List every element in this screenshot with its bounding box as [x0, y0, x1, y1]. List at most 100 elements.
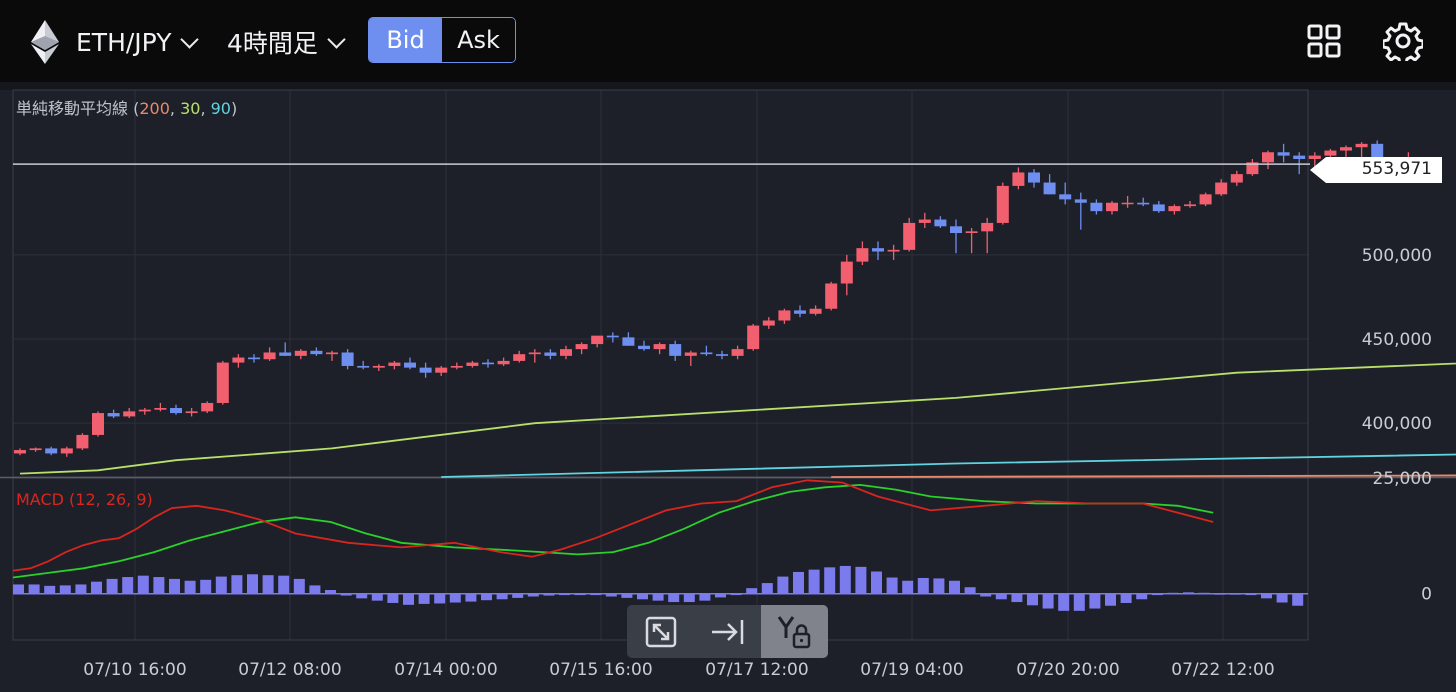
- gear-icon[interactable]: [1383, 21, 1423, 61]
- candle: [872, 248, 884, 252]
- candle: [76, 434, 89, 449]
- candle: [1262, 152, 1274, 163]
- macd-histogram-bar: [449, 593, 461, 603]
- candle: [528, 352, 541, 355]
- macd-histogram-bar: [512, 593, 524, 598]
- y-axis-lock-button[interactable]: [761, 605, 828, 658]
- candle: [778, 310, 791, 321]
- candle: [996, 185, 1009, 223]
- grid-layout-icon[interactable]: [1307, 24, 1341, 58]
- macd-histogram-bar: [122, 577, 134, 594]
- candle: [154, 408, 167, 410]
- scroll-to-latest-button[interactable]: [694, 605, 761, 658]
- macd-histogram-bar: [1058, 593, 1070, 611]
- macd-histogram-bar: [637, 593, 648, 600]
- candle: [1199, 194, 1212, 205]
- candle: [419, 367, 432, 373]
- candle: [310, 350, 323, 355]
- candle: [435, 367, 448, 373]
- sma-title: 単純移動平均線: [16, 99, 129, 118]
- bid-button[interactable]: Bid: [369, 18, 442, 62]
- chevron-down-icon: [180, 29, 200, 49]
- macd-signal-line: [12, 483, 1214, 579]
- candle: [1137, 202, 1150, 205]
- candle: [544, 352, 557, 356]
- macd-histogram-bar: [13, 584, 24, 594]
- macd-histogram-bar: [481, 593, 492, 601]
- sma30-line: [19, 362, 1456, 475]
- macd-histogram-bar: [871, 571, 882, 594]
- macd-histogram-bar: [356, 593, 368, 599]
- macd-histogram-bar: [527, 593, 539, 597]
- macd-histogram-bar: [1027, 593, 1038, 606]
- candle: [170, 408, 182, 414]
- macd-histogram-bar: [1120, 593, 1132, 603]
- timeframe-selector[interactable]: 4時間足: [227, 24, 346, 60]
- macd-histogram-bar: [231, 575, 243, 594]
- candle: [1355, 143, 1368, 148]
- macd-histogram-bar: [1042, 593, 1054, 609]
- candle: [138, 409, 151, 412]
- expand-icon: [645, 616, 676, 647]
- macd-histogram-bar: [699, 593, 711, 601]
- candle: [622, 337, 635, 346]
- macd-histogram-bar: [387, 593, 399, 603]
- macd-histogram-bar: [91, 581, 102, 594]
- price-chart[interactable]: 400,000 450,000 500,000 0 25,000 07/10 16:00 0…: [0, 82, 1456, 692]
- current-price-tag: 553,971: [1310, 157, 1442, 183]
- macd-histogram-bar: [28, 584, 40, 594]
- fullscreen-button[interactable]: [627, 605, 694, 658]
- macd-histogram-bar: [855, 566, 867, 594]
- candle: [450, 365, 463, 368]
- candle: [466, 362, 479, 366]
- price-panel-frame: [12, 89, 1309, 478]
- candle: [123, 411, 136, 417]
- candle: [14, 450, 26, 454]
- macd-histogram-bar: [325, 590, 336, 594]
- candle: [1340, 147, 1352, 151]
- top-toolbar: ETH/JPY 4時間足 Bid Ask: [0, 0, 1456, 82]
- candle: [809, 308, 822, 314]
- candle: [482, 362, 494, 365]
- time-axis-tick-label: 07/14 00:00: [394, 660, 497, 680]
- ethereum-logo-icon: [31, 20, 59, 64]
- candle: [653, 344, 666, 350]
- macd-histogram-bar: [1089, 593, 1101, 609]
- candle: [1090, 202, 1103, 212]
- candle: [887, 249, 900, 252]
- candle: [840, 261, 853, 284]
- macd-histogram-bar: [746, 588, 758, 594]
- time-axis-tick-label: 07/12 08:00: [238, 660, 341, 680]
- candle: [279, 352, 292, 356]
- bid-ask-toggle[interactable]: Bid Ask: [368, 17, 516, 63]
- macd-histogram-bar: [215, 576, 227, 594]
- candle: [1324, 150, 1337, 156]
- time-axis-tick-label: 07/22 12:00: [1171, 660, 1274, 680]
- candle: [185, 411, 198, 414]
- ask-button[interactable]: Ask: [442, 18, 515, 62]
- sma-legend: 単純移動平均線 (200, 30, 90): [16, 99, 238, 118]
- price-axis-tick-label: 400,000: [1362, 414, 1432, 434]
- macd-histogram-bar: [777, 576, 789, 594]
- macd-histogram-bar: [933, 578, 945, 594]
- candle: [1215, 182, 1228, 195]
- macd-histogram-bar: [839, 565, 851, 594]
- candle: [107, 413, 120, 417]
- macd-histogram-bar: [200, 579, 212, 594]
- candle: [934, 219, 947, 227]
- macd-axis-tick-label: 25,000: [1373, 469, 1432, 489]
- pair-selector[interactable]: ETH/JPY: [76, 24, 200, 60]
- macd-histogram-bar: [964, 587, 976, 594]
- candle: [1059, 194, 1072, 200]
- candle: [1168, 206, 1181, 212]
- macd-histogram-bar: [980, 593, 992, 597]
- candle: [669, 344, 682, 356]
- candle: [1106, 202, 1118, 212]
- candle: [716, 354, 728, 356]
- chevron-down-icon: [327, 29, 346, 49]
- current-price-label: 553,971: [1361, 159, 1432, 179]
- candle: [606, 335, 619, 338]
- candle: [326, 352, 338, 355]
- timeframe-label: 4時間足: [227, 29, 318, 58]
- macd-histogram-bar: [808, 569, 820, 594]
